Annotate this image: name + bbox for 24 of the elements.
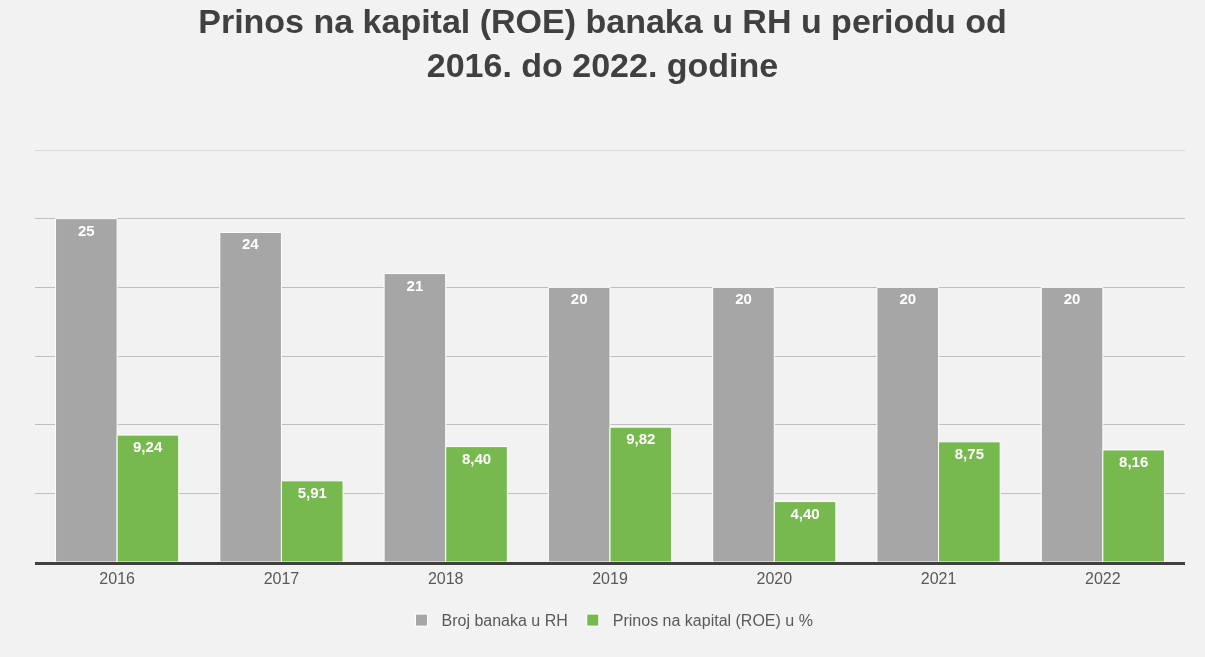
data-label: 4,40 (790, 504, 820, 522)
legend-label: Prinos na kapital (ROE) u % (612, 612, 813, 630)
data-label: 8,16 (1119, 452, 1149, 470)
data-label: 8,40 (461, 449, 492, 467)
data-label: 20 (570, 290, 588, 308)
data-label: 9,24 (133, 438, 163, 456)
data-label: 21 (406, 276, 424, 294)
data-label: 24 (241, 235, 260, 253)
legend-label: Broj banaka u RH (441, 612, 568, 630)
chart-title: Prinos na kapital (ROE) banaka u RH u periodu od 2016. do 2022. godine (198, 1, 1007, 85)
data-label: 25 (78, 221, 95, 239)
data-label: 20 (735, 290, 752, 308)
data-label: 9,82 (626, 430, 656, 448)
x-tick-label: 2019 (592, 570, 628, 588)
x-tick-label: 2018 (427, 570, 464, 588)
x-tick-label: 2016 (99, 570, 136, 588)
data-label: 8,75 (954, 444, 984, 462)
x-tick-label: 2022 (1085, 570, 1121, 588)
data-label: 20 (899, 290, 917, 308)
data-label: 20 (1063, 290, 1081, 308)
data-label: 5,91 (297, 483, 327, 501)
x-tick-label: 2021 (920, 570, 957, 588)
x-tick-label: 2020 (756, 570, 793, 588)
x-tick-label: 2017 (263, 570, 300, 588)
